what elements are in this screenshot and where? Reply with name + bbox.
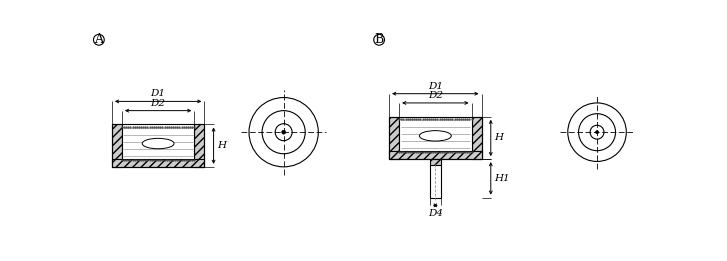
Text: D2: D2 [150, 99, 166, 108]
Polygon shape [112, 124, 122, 167]
Polygon shape [122, 124, 194, 159]
Text: D4: D4 [428, 209, 443, 218]
Polygon shape [389, 151, 481, 159]
Polygon shape [112, 159, 204, 167]
Circle shape [282, 130, 286, 134]
Text: H1: H1 [494, 174, 510, 183]
Polygon shape [430, 159, 441, 165]
Text: B: B [374, 33, 384, 46]
Text: D1: D1 [428, 82, 443, 91]
Polygon shape [194, 124, 204, 167]
Polygon shape [399, 117, 472, 151]
Text: D1: D1 [150, 89, 166, 98]
Text: H: H [494, 133, 503, 143]
Ellipse shape [142, 138, 174, 149]
Polygon shape [472, 117, 481, 159]
Ellipse shape [419, 131, 451, 141]
Text: D2: D2 [428, 91, 443, 100]
Text: H: H [217, 141, 225, 150]
Polygon shape [389, 117, 399, 159]
Circle shape [595, 131, 598, 134]
Text: A: A [95, 33, 103, 46]
